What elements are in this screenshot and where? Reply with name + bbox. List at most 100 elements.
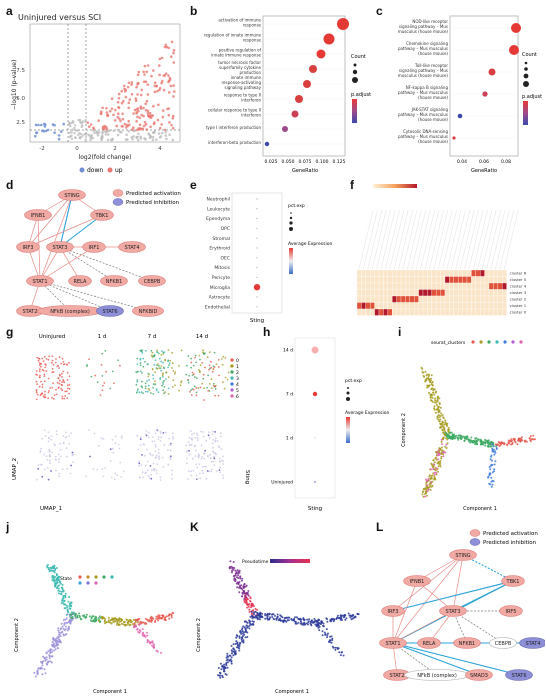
f-column-label-stub [486,209,501,270]
k-point [278,618,280,621]
g-umap-expr-point [93,432,96,435]
b-term-label: cellular response to type II interferon [208,107,262,117]
i-point [491,459,493,462]
g-umap-expr-point [219,471,222,474]
volcano-up-point [135,108,139,111]
g-umap-point [199,358,201,361]
g-umap-point [227,371,230,374]
volcano-up-point [105,107,108,110]
j-point [115,623,118,626]
b-term-label: type I interferon production [206,125,262,130]
g-umap-expr-point [210,468,213,471]
f-row-label: cluster 3 [510,290,527,295]
k-point [300,622,303,624]
g-umap-point [44,393,46,396]
g-umap-expr-point [48,453,51,456]
i-point [440,446,443,449]
j-point [60,631,63,634]
f-cell [392,308,397,316]
network-edge [392,610,454,644]
volcano-up-point [151,138,155,142]
legend-up-label: up [115,167,123,174]
i-point [433,401,436,404]
f-column-label-stub [394,209,409,270]
k-point [232,568,235,571]
k-point [252,616,255,619]
g-umap-point [111,370,114,373]
network-node-label-irf5: IRF5 [505,609,516,615]
volcano-down-point [44,129,48,133]
i-point [434,411,437,414]
g-umap-point [152,393,155,395]
b-term-line: production [240,70,262,75]
k-point [297,617,300,620]
g-umap-point [153,354,156,357]
f-cell [488,282,494,290]
k-point [231,571,233,574]
g-umap-expr-point [43,468,46,471]
j-point [146,634,149,637]
g-umap-point [61,397,64,400]
i-points [420,366,536,498]
i-point [421,493,424,496]
g-umap-expr-point [196,434,199,436]
i-point [499,444,501,447]
volcano-ns-point [74,136,77,140]
i-point [437,454,440,457]
f-cell [436,269,441,277]
j-point [151,641,154,644]
j-point [61,587,64,590]
volcano-up-point [164,43,168,47]
k-trajectory: Pseudotime Component 1 Component 2 [196,559,360,695]
f-cell [458,269,463,277]
i-point [446,434,449,437]
i-point [439,423,442,426]
g-umap-point [66,397,69,399]
k-point [247,594,250,597]
g-umap-point [62,360,65,363]
i-point [426,484,429,487]
k-point [238,647,241,650]
g-umap-expr-point [172,438,175,440]
k-point [250,623,253,626]
g-umap-point [218,374,221,377]
f-cell [396,289,402,297]
g-umap-expr-point [144,433,147,436]
e-xlabel: Sting [250,318,264,324]
e-legend-size [289,221,293,225]
k-point [239,642,242,645]
g-umap-expr-point [203,453,206,455]
g-umap-expr-point [219,461,222,463]
k-point [322,622,325,625]
network-edge [27,214,103,248]
k-point [267,613,270,616]
volcano-up-point [95,131,99,135]
g-umap-point [144,382,147,385]
volcano-ytick: 2.5 [16,120,25,126]
e-row-label: Pericyte [212,275,230,281]
g-umap-expr-point [188,444,191,447]
i-point [430,374,433,377]
g-umap-point [210,378,213,381]
g-umap-point [96,381,99,384]
f-cell [475,282,481,290]
k-point [244,594,247,597]
volcano-up-point [127,101,131,105]
j-point [59,628,62,631]
g-umap-expr-point [198,455,201,457]
g-umap-expr-point [157,438,160,441]
g-umap-point [164,359,167,362]
volcano-up-point [122,100,125,103]
c-frame [449,15,519,157]
network-edge [451,554,464,612]
volcano-up-point [146,64,150,67]
g-umap-expr-point [141,454,143,456]
i-point [428,475,431,478]
i-point [446,422,449,425]
e-row-label: Ependyma [206,216,230,222]
i-point [500,441,503,444]
j-point [68,596,71,599]
legend-down-dot [79,167,85,173]
g-umap-point [117,359,119,362]
volcano-up-point [130,81,134,84]
